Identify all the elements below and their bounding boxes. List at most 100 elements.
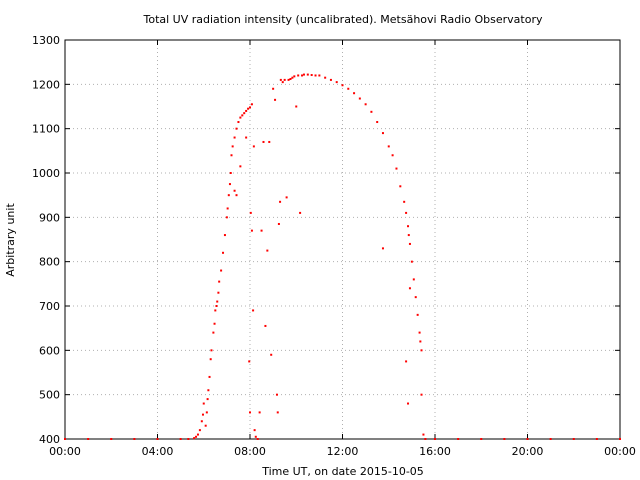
data-point	[231, 145, 234, 148]
data-point	[287, 78, 290, 81]
data-point	[619, 438, 621, 440]
data-point	[222, 251, 225, 254]
data-point	[214, 309, 217, 312]
y-tick-label: 1100	[32, 123, 60, 136]
y-tick-label: 500	[39, 389, 60, 402]
data-point	[503, 438, 506, 440]
data-point	[329, 78, 332, 81]
data-point	[208, 375, 211, 378]
data-points	[64, 73, 621, 440]
data-point	[200, 420, 203, 423]
data-point	[213, 322, 216, 325]
data-point	[424, 438, 427, 440]
y-tick-label: 600	[39, 344, 60, 357]
data-point	[225, 216, 228, 219]
grid	[65, 40, 620, 439]
data-point	[227, 194, 230, 197]
data-point	[216, 300, 219, 303]
x-axis-label: Time UT, on date 2015-10-05	[261, 465, 424, 478]
data-point	[412, 278, 415, 281]
data-point	[249, 211, 252, 214]
data-point	[258, 411, 261, 414]
data-point	[381, 247, 384, 250]
y-tick-label: 900	[39, 211, 60, 224]
data-point	[422, 433, 425, 436]
y-tick-label: 1300	[32, 34, 60, 47]
data-point	[395, 167, 398, 170]
data-point	[410, 260, 413, 263]
y-tick-label: 700	[39, 300, 60, 313]
data-point	[241, 114, 244, 117]
data-point	[198, 429, 201, 432]
data-point	[187, 438, 190, 440]
data-point	[218, 280, 221, 283]
data-point	[420, 393, 423, 396]
data-point	[299, 211, 302, 214]
data-point	[233, 189, 236, 192]
data-point	[289, 78, 292, 81]
data-point	[239, 165, 242, 168]
data-point	[306, 73, 309, 76]
data-point	[391, 154, 394, 157]
data-point	[295, 105, 298, 108]
data-point	[364, 103, 367, 106]
data-point	[217, 291, 220, 294]
data-point	[341, 84, 344, 87]
data-point	[324, 76, 327, 79]
data-point	[381, 132, 384, 135]
data-point	[64, 438, 66, 440]
data-point	[202, 402, 205, 405]
data-point	[297, 74, 300, 77]
data-point	[272, 87, 275, 90]
data-point	[252, 145, 255, 148]
data-point	[408, 287, 411, 290]
data-point	[419, 340, 422, 343]
data-point	[195, 435, 198, 438]
data-point	[275, 393, 278, 396]
data-point	[407, 234, 410, 237]
data-point	[110, 438, 113, 440]
data-point	[407, 225, 410, 228]
data-point	[264, 324, 267, 327]
data-point	[403, 200, 406, 203]
data-point	[260, 229, 263, 232]
plot-frame	[64, 39, 621, 440]
y-tick-label: 800	[39, 256, 60, 269]
data-point	[210, 349, 213, 352]
x-tick-label: 04:00	[142, 445, 174, 458]
data-point	[206, 398, 209, 401]
data-point	[376, 121, 379, 124]
data-point	[239, 116, 242, 119]
data-point	[266, 249, 269, 252]
data-point	[595, 438, 598, 440]
x-tick-label: 12:00	[327, 445, 359, 458]
data-point	[207, 389, 210, 392]
data-point	[193, 437, 196, 440]
data-point	[249, 106, 251, 109]
data-point	[279, 200, 282, 203]
data-point	[156, 438, 159, 440]
data-point	[302, 73, 305, 76]
data-point	[353, 92, 356, 95]
data-point	[414, 296, 417, 299]
axes: 400 500 600 700 800 900 1000 1100 1200 1300 00:00 0…	[32, 34, 636, 458]
data-point	[179, 438, 182, 440]
data-point	[407, 402, 410, 405]
y-tick-label: 1000	[32, 167, 60, 180]
data-point	[205, 411, 208, 414]
y-axis-label: Arbitrary unit	[4, 203, 17, 277]
data-point	[457, 438, 460, 440]
data-point	[408, 242, 411, 245]
data-point	[480, 438, 483, 440]
data-point	[572, 438, 575, 440]
y-tick-label: 1200	[32, 78, 60, 91]
data-point	[230, 154, 233, 157]
data-point	[276, 411, 279, 414]
data-point	[285, 196, 288, 199]
data-point	[549, 438, 552, 440]
data-point	[301, 74, 304, 77]
data-point	[335, 81, 338, 84]
data-point	[245, 109, 248, 112]
data-point	[293, 75, 296, 78]
